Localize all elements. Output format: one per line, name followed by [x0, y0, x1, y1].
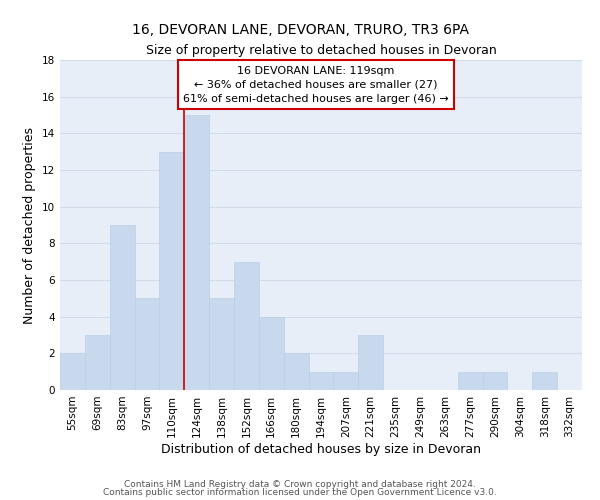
Bar — [184, 115, 209, 390]
Bar — [85, 335, 110, 390]
Bar — [334, 372, 358, 390]
Bar — [482, 372, 508, 390]
Bar — [458, 372, 482, 390]
Text: 16, DEVORAN LANE, DEVORAN, TRURO, TR3 6PA: 16, DEVORAN LANE, DEVORAN, TRURO, TR3 6P… — [131, 22, 469, 36]
Bar — [110, 225, 134, 390]
Bar — [234, 262, 259, 390]
Bar — [532, 372, 557, 390]
Bar — [259, 316, 284, 390]
Bar — [308, 372, 334, 390]
Bar — [134, 298, 160, 390]
Y-axis label: Number of detached properties: Number of detached properties — [23, 126, 37, 324]
Bar — [209, 298, 234, 390]
X-axis label: Distribution of detached houses by size in Devoran: Distribution of detached houses by size … — [161, 442, 481, 456]
Bar — [60, 354, 85, 390]
Text: Contains HM Land Registry data © Crown copyright and database right 2024.: Contains HM Land Registry data © Crown c… — [124, 480, 476, 489]
Bar — [160, 152, 184, 390]
Title: Size of property relative to detached houses in Devoran: Size of property relative to detached ho… — [146, 44, 496, 58]
Bar — [284, 354, 308, 390]
Text: 16 DEVORAN LANE: 119sqm
← 36% of detached houses are smaller (27)
61% of semi-de: 16 DEVORAN LANE: 119sqm ← 36% of detache… — [183, 66, 449, 104]
Text: Contains public sector information licensed under the Open Government Licence v3: Contains public sector information licen… — [103, 488, 497, 497]
Bar — [358, 335, 383, 390]
